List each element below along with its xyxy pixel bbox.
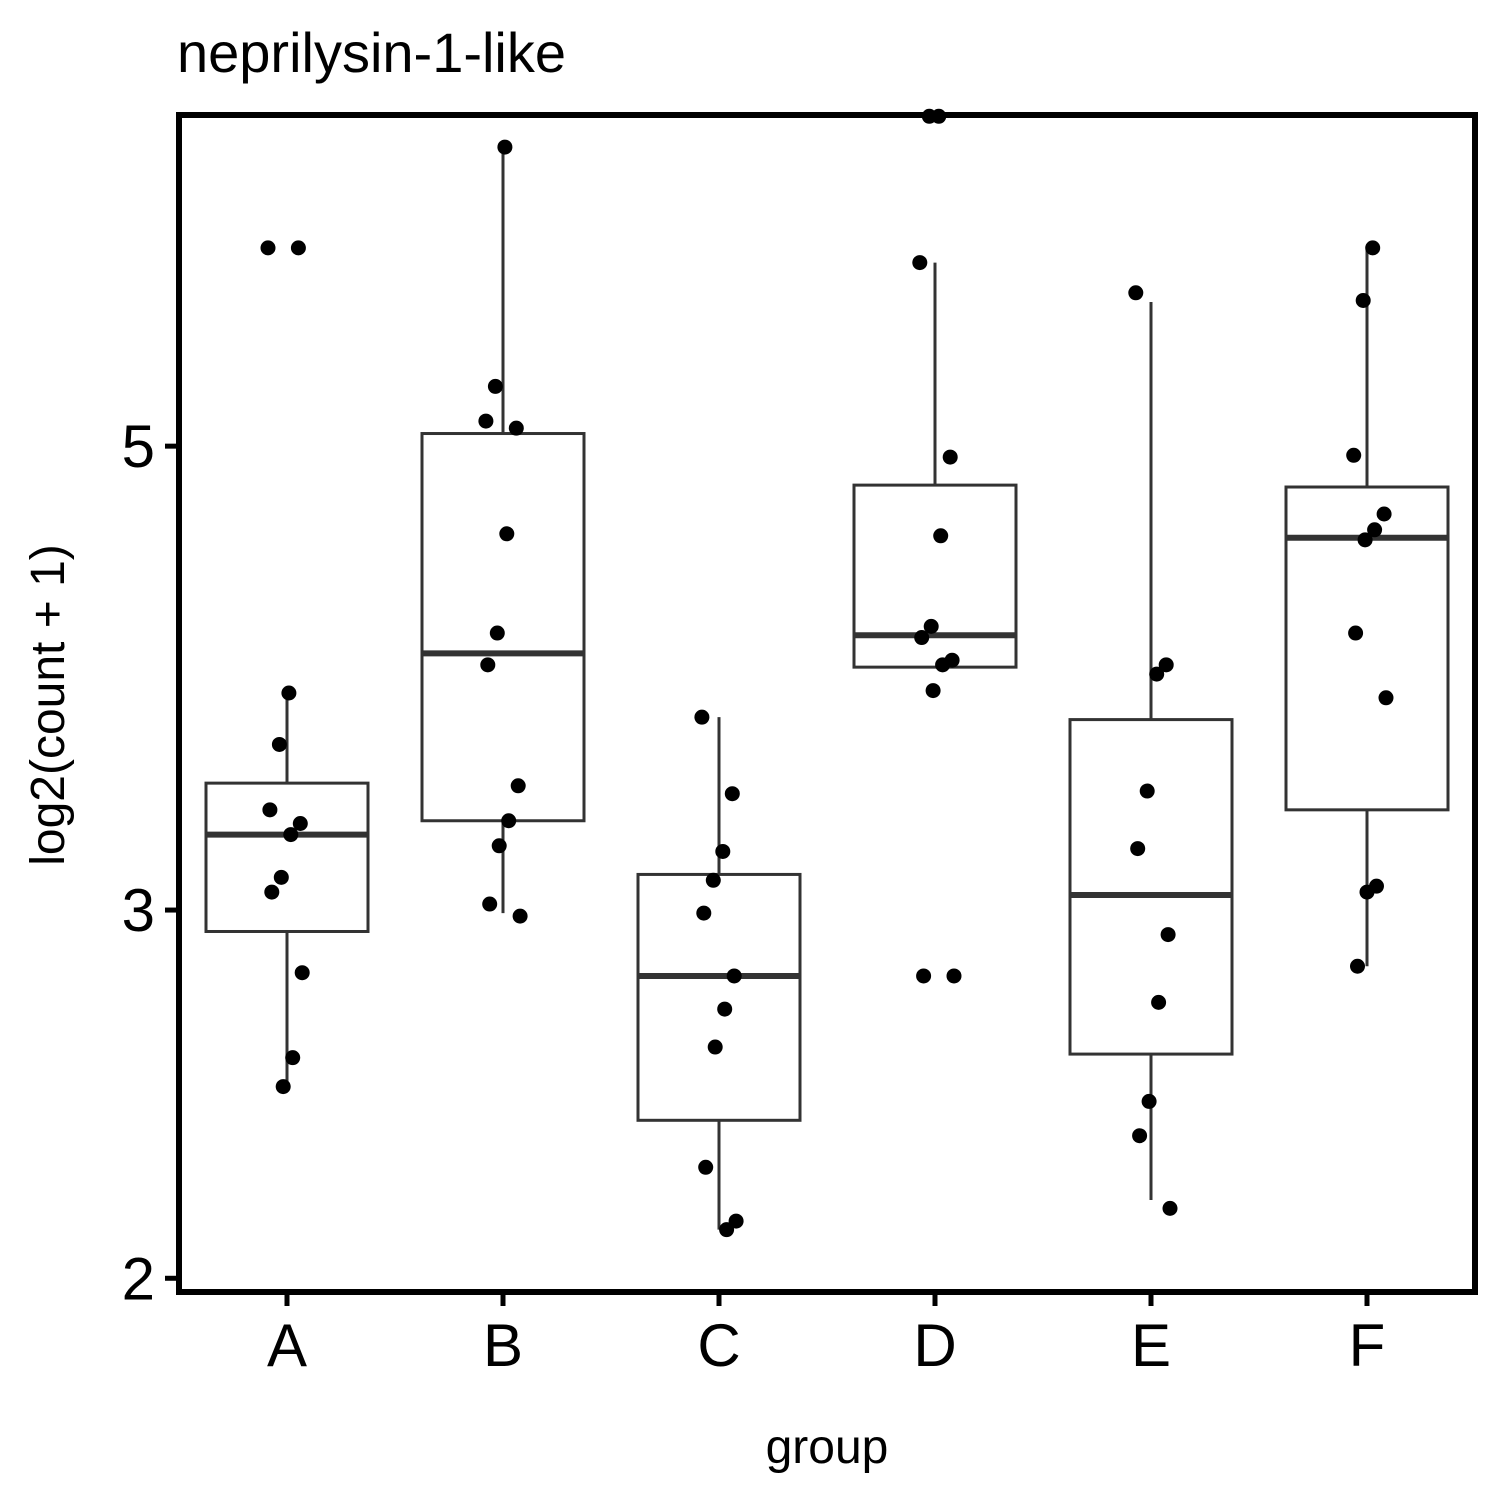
data-point-E — [1158, 657, 1174, 673]
data-point-C — [728, 1213, 744, 1229]
box-E — [1068, 302, 1234, 1201]
data-point-C — [696, 905, 712, 921]
data-point-C — [719, 1222, 735, 1238]
x-tick-label-E: E — [1131, 1312, 1171, 1379]
data-point-E — [1141, 1093, 1157, 1109]
box-F — [1284, 247, 1450, 967]
box-A — [204, 695, 370, 1087]
data-point-C — [694, 709, 710, 725]
data-point-F — [1357, 532, 1373, 548]
data-point-F — [1355, 292, 1371, 308]
data-point-E — [1128, 285, 1144, 301]
data-point-E — [1160, 927, 1176, 943]
data-point-A — [271, 736, 287, 752]
data-point-B — [499, 526, 515, 542]
box-body-C — [636, 872, 802, 1122]
data-point-D — [912, 255, 928, 271]
data-point-B — [497, 139, 513, 155]
data-point-A — [290, 240, 306, 256]
box-body-B — [420, 432, 586, 823]
x-tick-label-F: F — [1349, 1312, 1386, 1379]
data-point-B — [512, 908, 528, 924]
data-point-D — [923, 618, 939, 634]
box-body-A — [204, 781, 370, 933]
data-point-B — [491, 838, 507, 854]
data-point-E — [1130, 841, 1146, 857]
data-point-F — [1376, 506, 1392, 522]
data-point-B — [482, 896, 498, 912]
data-point-B — [489, 625, 505, 641]
data-point-F — [1367, 522, 1383, 538]
data-point-D — [946, 968, 962, 984]
data-point-C — [698, 1159, 714, 1175]
data-point-F — [1365, 240, 1381, 256]
data-point-B — [510, 778, 526, 794]
data-point-A — [260, 240, 276, 256]
data-point-A — [273, 869, 289, 885]
box-body-E — [1068, 718, 1234, 1056]
data-point-A — [281, 685, 297, 701]
x-axis: A B C D E F — [267, 1292, 1385, 1379]
data-point-E — [1149, 666, 1165, 682]
x-tick-label-C: C — [697, 1312, 740, 1379]
data-point-B — [508, 420, 524, 436]
box-D — [852, 262, 1018, 669]
data-point-F — [1348, 625, 1364, 641]
y-axis: 2 3 5 — [122, 413, 179, 1312]
x-axis-title: group — [766, 1421, 889, 1474]
plot-panel-border — [176, 112, 1478, 1295]
data-point-E — [1151, 994, 1167, 1010]
data-point-B — [487, 378, 503, 394]
x-tick-label-A: A — [267, 1312, 307, 1379]
x-tick-label-B: B — [483, 1312, 523, 1379]
data-point-C — [717, 1001, 733, 1017]
y-tick-label-3: 3 — [122, 877, 155, 944]
data-point-C — [724, 786, 740, 802]
data-point-A — [275, 1079, 291, 1095]
y-tick-label-5: 5 — [122, 413, 155, 480]
data-point-A — [285, 1050, 301, 1066]
data-point-F — [1346, 447, 1362, 463]
chart-title: neprilysin-1-like — [177, 21, 566, 84]
data-point-D — [925, 683, 941, 699]
data-point-E — [1162, 1200, 1178, 1216]
data-point-B — [480, 657, 496, 673]
data-point-F — [1378, 690, 1394, 706]
y-axis-title: log2(count + 1) — [22, 544, 75, 866]
data-point-D — [933, 528, 949, 544]
data-point-C — [715, 843, 731, 859]
data-point-D — [916, 968, 932, 984]
data-point-F — [1359, 884, 1375, 900]
data-point-A — [262, 802, 278, 818]
boxes-layer — [204, 149, 1450, 1230]
data-point-C — [705, 872, 721, 888]
box-body-F — [1284, 485, 1450, 812]
points-layer — [260, 108, 1394, 1238]
data-point-E — [1132, 1128, 1148, 1144]
data-point-A — [294, 965, 310, 981]
data-point-B — [501, 813, 517, 829]
data-point-D — [942, 449, 958, 465]
data-point-A — [292, 815, 308, 831]
data-point-F — [1350, 958, 1365, 974]
data-point-C — [726, 968, 742, 984]
data-point-B — [478, 413, 494, 429]
data-point-A — [283, 827, 299, 843]
data-point-D — [935, 657, 951, 673]
data-point-A — [264, 884, 280, 900]
x-tick-label-D: D — [913, 1312, 956, 1379]
data-point-C — [707, 1039, 723, 1055]
data-point-D — [914, 630, 930, 646]
data-point-E — [1139, 783, 1155, 799]
box-body-D — [852, 483, 1018, 669]
box-C — [636, 717, 802, 1230]
y-tick-label-2: 2 — [122, 1245, 155, 1312]
